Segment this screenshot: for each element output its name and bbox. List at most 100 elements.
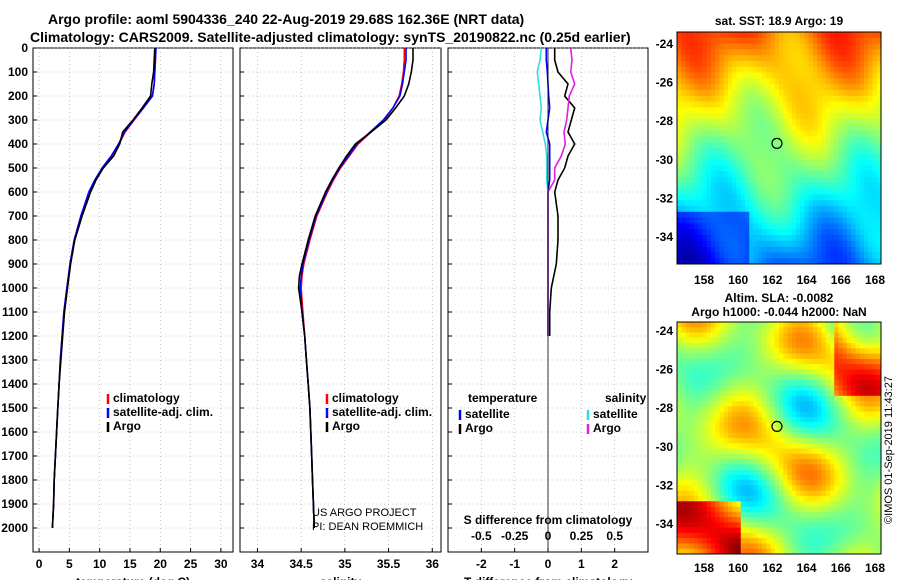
map-pixel — [757, 66, 763, 73]
map-pixel — [813, 411, 818, 418]
sst-lat-tick: -30 — [656, 153, 674, 167]
map-pixel — [817, 107, 822, 114]
map-pixel — [740, 548, 746, 555]
map-pixel — [762, 95, 767, 102]
map-pixel — [694, 506, 699, 513]
map-pixel — [864, 438, 869, 444]
map-pixel — [728, 506, 733, 513]
map-pixel — [813, 538, 818, 544]
map-pixel — [736, 548, 742, 555]
map-pixel — [689, 438, 695, 444]
map-pixel — [766, 206, 771, 213]
y-tick-label: 1400 — [1, 377, 28, 391]
map-pixel — [800, 148, 805, 155]
map-pixel — [779, 532, 784, 539]
map-pixel — [791, 235, 797, 242]
map-pixel — [855, 485, 861, 492]
map-pixel — [834, 177, 839, 184]
map-pixel — [791, 258, 797, 265]
map-pixel — [817, 49, 822, 56]
map-pixel — [787, 438, 793, 444]
map-pixel — [838, 332, 844, 339]
map-pixel — [753, 159, 759, 166]
map-pixel — [706, 55, 712, 62]
map-pixel — [723, 194, 729, 201]
map-pixel — [698, 84, 703, 91]
map-pixel — [732, 511, 737, 518]
map-pixel — [689, 246, 695, 253]
map-pixel — [872, 240, 878, 247]
map-pixel — [698, 401, 703, 407]
map-pixel — [868, 448, 873, 455]
map-pixel — [770, 223, 776, 230]
map-pixel — [745, 124, 750, 131]
map-pixel — [728, 61, 733, 68]
map-pixel — [872, 327, 878, 333]
map-pixel — [762, 517, 767, 523]
map-pixel — [736, 223, 742, 230]
map-pixel — [813, 374, 818, 381]
map-pixel — [728, 95, 733, 102]
map-pixel — [698, 252, 703, 259]
map-pixel — [847, 411, 852, 418]
map-pixel — [821, 55, 827, 62]
map-pixel — [762, 78, 767, 85]
map-pixel — [783, 206, 788, 213]
map-pixel — [787, 469, 793, 476]
map-pixel — [800, 43, 805, 50]
map-pixel — [723, 395, 729, 402]
map-pixel — [728, 177, 733, 184]
map-pixel — [868, 327, 873, 333]
map-pixel — [800, 422, 805, 428]
map-pixel — [762, 343, 767, 349]
map-pixel — [783, 194, 788, 201]
map-pixel — [770, 459, 776, 465]
map-pixel — [787, 485, 793, 492]
map-pixel — [859, 142, 865, 149]
map-pixel — [689, 506, 695, 513]
map-pixel — [859, 538, 865, 544]
map-pixel — [876, 84, 882, 91]
map-pixel — [694, 84, 699, 91]
map-pixel — [821, 469, 827, 476]
map-pixel — [804, 332, 810, 339]
map-pixel — [804, 235, 810, 242]
map-pixel — [702, 532, 708, 539]
map-pixel — [770, 136, 776, 143]
map-pixel — [851, 322, 856, 328]
map-pixel — [787, 153, 793, 160]
map-pixel — [766, 395, 771, 402]
map-pixel — [677, 469, 682, 476]
map-pixel — [851, 84, 856, 91]
map-pixel — [830, 211, 835, 218]
map-pixel — [694, 443, 699, 449]
map-pixel — [804, 411, 810, 418]
map-pixel — [706, 107, 712, 114]
map-pixel — [694, 211, 699, 218]
map-pixel — [740, 217, 746, 224]
map-pixel — [825, 101, 831, 108]
map-pixel — [753, 200, 759, 207]
map-pixel — [698, 490, 703, 497]
map-pixel — [838, 432, 844, 439]
map-pixel — [847, 107, 852, 114]
map-pixel — [804, 119, 810, 126]
map-pixel — [842, 490, 848, 497]
map-pixel — [855, 119, 861, 126]
map-pixel — [723, 469, 729, 476]
map-pixel — [783, 416, 788, 423]
map-pixel — [770, 416, 776, 423]
map-pixel — [821, 211, 827, 218]
map-pixel — [783, 443, 788, 449]
map-pixel — [838, 153, 844, 160]
map-pixel — [876, 438, 882, 444]
map-pixel — [711, 538, 716, 544]
map-pixel — [876, 496, 882, 502]
map-pixel — [847, 252, 852, 259]
map-pixel — [817, 411, 822, 418]
map-pixel — [779, 148, 784, 155]
map-pixel — [719, 416, 725, 423]
map-pixel — [830, 153, 835, 160]
map-pixel — [732, 171, 737, 178]
map-pixel — [808, 95, 814, 102]
